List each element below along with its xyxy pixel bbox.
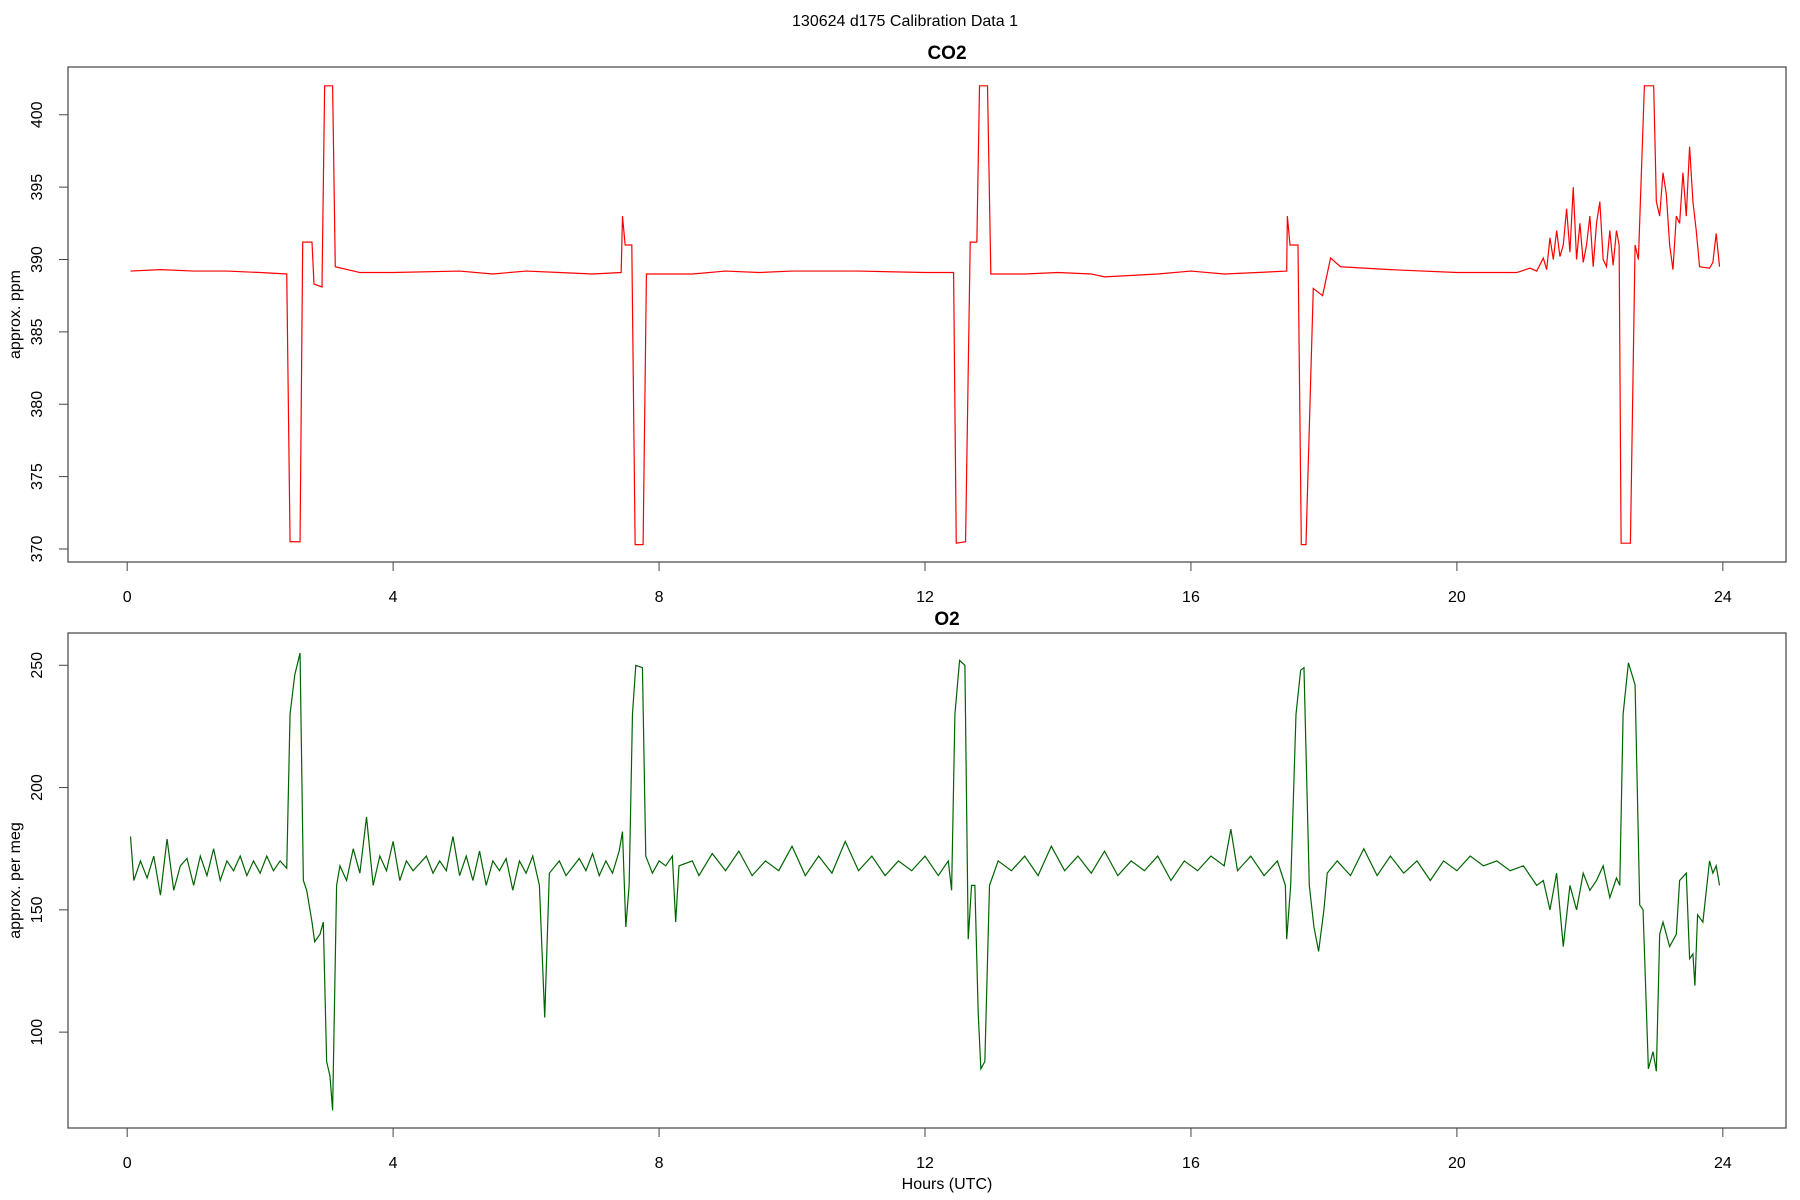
x-tick-label: 12: [916, 1155, 934, 1172]
x-tick-label: 4: [389, 1155, 398, 1172]
x-tick-label: 16: [1182, 1155, 1200, 1172]
x-tick-label: 16: [1182, 589, 1200, 606]
x-tick-label: 24: [1714, 589, 1732, 606]
y-tick-label: 200: [29, 774, 46, 801]
y-tick-label: 380: [29, 391, 46, 418]
data-line: [130, 85, 1721, 546]
x-tick-label: 0: [123, 589, 132, 606]
y-tick-label: 150: [29, 896, 46, 923]
y-tick-label: 400: [29, 101, 46, 128]
panel-title: O2: [934, 609, 959, 630]
y-tick-label: 100: [29, 1019, 46, 1046]
y-tick-label: 385: [29, 318, 46, 345]
x-tick-label: 8: [655, 1155, 664, 1172]
plot-frame: [67, 66, 1787, 563]
x-axis-label: Hours (UTC): [902, 1176, 993, 1193]
x-tick-label: 20: [1448, 589, 1466, 606]
x-tick-label: 4: [389, 589, 398, 606]
y-tick-label: 370: [29, 536, 46, 563]
x-tick-label: 0: [123, 1155, 132, 1172]
data-line: [129, 652, 1721, 1111]
y-tick-label: 390: [29, 246, 46, 273]
y-tick-label: 375: [29, 463, 46, 490]
x-tick-label: 20: [1448, 1155, 1466, 1172]
x-tick-label: 24: [1714, 1155, 1732, 1172]
x-tick-label: 8: [655, 589, 664, 606]
y-axis-label: approx. ppm: [7, 270, 24, 359]
panel-title: CO2: [927, 43, 966, 64]
y-tick-label: 395: [29, 174, 46, 201]
y-axis-label: approx. per meg: [7, 822, 24, 939]
plot-frame: [67, 632, 1787, 1129]
y-tick-label: 250: [29, 652, 46, 679]
x-tick-label: 12: [916, 589, 934, 606]
figure-title: 130624 d175 Calibration Data 1: [792, 13, 1018, 30]
